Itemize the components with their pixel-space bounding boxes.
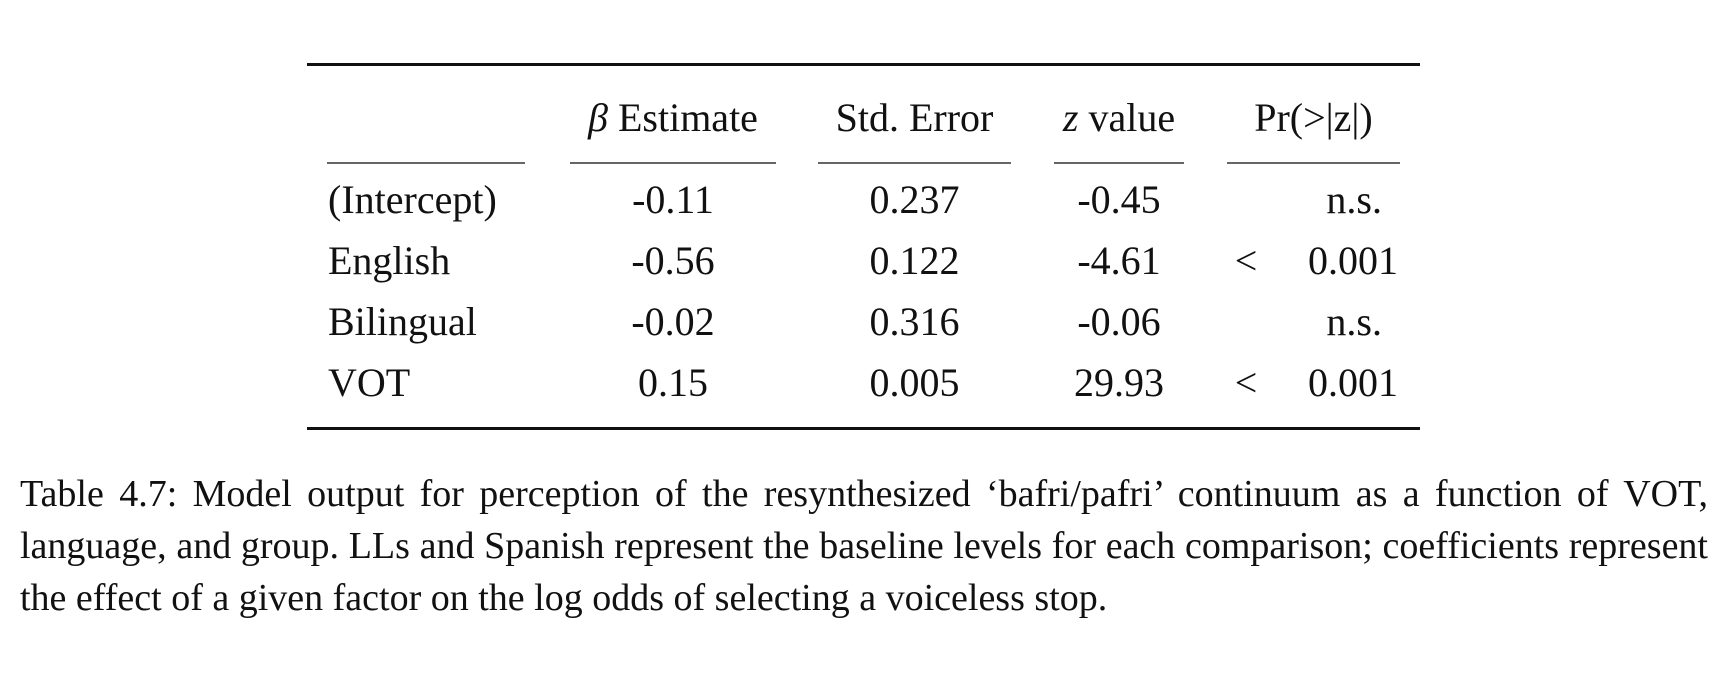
row-estimate: -0.02 (631, 299, 715, 344)
row-std-error: 0.237 (869, 177, 960, 222)
row-label: English (328, 238, 451, 283)
row-label: VOT (328, 360, 411, 405)
table-top-rule (307, 63, 1420, 66)
header-underline-z-value (1054, 162, 1184, 164)
row-estimate: -0.56 (631, 238, 715, 283)
row-p-value: n.s. (1326, 177, 1382, 222)
header-underline-label (327, 162, 525, 164)
row-p-value: 0.001 (1308, 360, 1398, 405)
table-caption: Table 4.7: Model output for perception o… (20, 473, 1708, 619)
row-std-error: 0.005 (869, 360, 960, 405)
row-std-error: 0.122 (869, 238, 960, 283)
row-z-value: -0.06 (1077, 299, 1161, 344)
header-estimate: β Estimate (588, 95, 758, 140)
row-z-value: 29.93 (1074, 360, 1164, 405)
row-estimate: -0.11 (632, 177, 714, 222)
row-std-error: 0.316 (869, 299, 960, 344)
header-underline-estimate (570, 162, 776, 164)
row-p-value: n.s. (1326, 299, 1382, 344)
row-label: Bilingual (328, 299, 477, 344)
row-label: (Intercept) (328, 177, 497, 222)
row-estimate: 0.15 (638, 360, 708, 405)
table-bottom-rule (307, 427, 1420, 430)
header-z-value: z value (1062, 95, 1176, 140)
row-z-value: -4.61 (1077, 238, 1161, 283)
row-z-value: -0.45 (1077, 177, 1161, 222)
header-underline-std-error (818, 162, 1011, 164)
header-std-error: Std. Error (835, 95, 994, 140)
row-p-value: 0.001 (1308, 238, 1398, 283)
row-p-sign: < (1234, 360, 1258, 405)
header-p-value: Pr(>|z|) (1254, 95, 1373, 140)
header-underline-p-value (1227, 162, 1400, 164)
row-p-sign: < (1234, 238, 1258, 283)
